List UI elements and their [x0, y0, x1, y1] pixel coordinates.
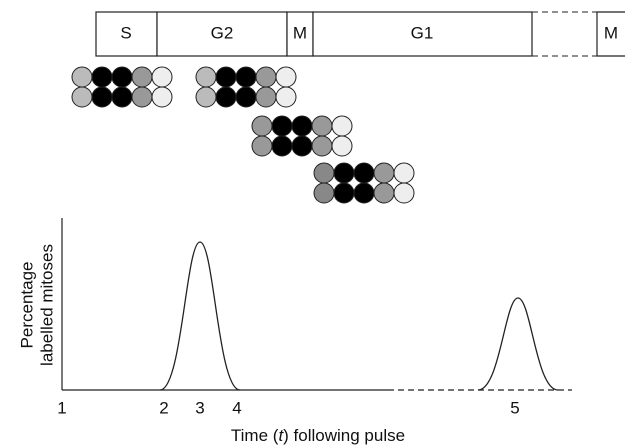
cell	[331, 115, 353, 137]
tick-label: 5	[510, 398, 519, 417]
cell	[131, 66, 153, 88]
cell	[275, 66, 297, 88]
cell	[313, 162, 335, 184]
phase-label: M	[293, 23, 307, 42]
cell	[195, 66, 217, 88]
cell-clusters	[71, 66, 415, 204]
cell	[291, 115, 313, 137]
phase-box	[95, 11, 158, 57]
cell	[331, 135, 353, 157]
phase-label: G2	[211, 23, 234, 42]
phase-label: S	[120, 23, 131, 42]
peak-curve	[477, 297, 559, 391]
cell	[215, 86, 237, 108]
phase-box	[286, 11, 314, 57]
x-label: Time (t) following pulse	[231, 426, 405, 445]
cell	[275, 86, 297, 108]
y-label-line: labelled mitoses	[37, 244, 56, 366]
cell	[311, 115, 333, 137]
cell	[235, 66, 257, 88]
y-label: Percentage labelled mitoses	[17, 244, 56, 366]
cell	[215, 66, 237, 88]
cell	[353, 182, 375, 204]
phase-box	[312, 11, 533, 57]
x-label-part: Time (	[231, 426, 279, 445]
graph: 1 2 3 4 5 Percentage labelled mitoses Ti…	[17, 218, 572, 445]
cell	[333, 182, 355, 204]
cell	[333, 162, 355, 184]
cell	[111, 66, 133, 88]
x-label-part: t	[278, 426, 284, 445]
cell	[353, 162, 375, 184]
cell	[251, 135, 273, 157]
cell	[251, 115, 273, 137]
cell	[91, 86, 113, 108]
cell	[71, 86, 93, 108]
cell	[393, 182, 415, 204]
cell	[131, 86, 153, 108]
cell	[311, 135, 333, 157]
phase-label: M	[604, 23, 618, 42]
cell	[373, 182, 395, 204]
cell	[313, 182, 335, 204]
cell-cycle-bar: S G2 M G1 M	[95, 11, 625, 57]
peak-curve	[159, 241, 241, 391]
cell	[151, 86, 173, 108]
cell	[271, 115, 293, 137]
cell	[255, 86, 277, 108]
cell	[373, 162, 395, 184]
tick-label: 2	[159, 398, 168, 417]
x-label-part: ) following pulse	[283, 426, 405, 445]
cell	[195, 86, 217, 108]
tick-label: 4	[232, 398, 241, 417]
phase-box	[156, 11, 288, 57]
phase-label: G1	[411, 23, 434, 42]
phase-box	[596, 11, 625, 57]
cell	[271, 135, 293, 157]
cell	[393, 162, 415, 184]
cell	[111, 86, 133, 108]
tick-label: 1	[57, 398, 66, 417]
cell	[291, 135, 313, 157]
cell	[235, 86, 257, 108]
cell	[151, 66, 173, 88]
cell	[255, 66, 277, 88]
tick-label: 3	[195, 398, 204, 417]
y-label-line: Percentage	[17, 262, 36, 349]
cell	[71, 66, 93, 88]
cell	[91, 66, 113, 88]
